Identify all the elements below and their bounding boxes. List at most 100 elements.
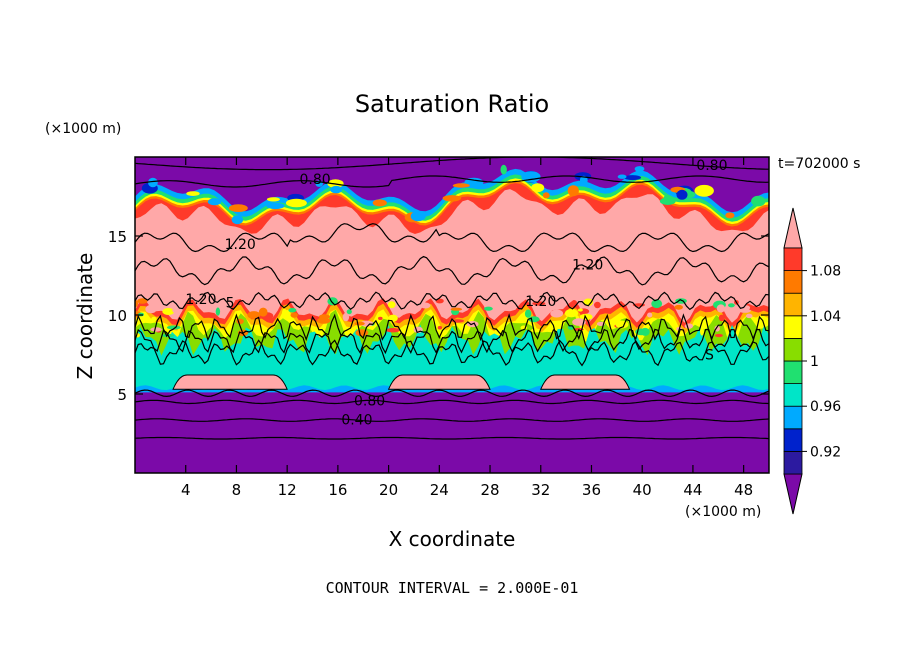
x-tick-label: 44 bbox=[683, 481, 702, 499]
x-tick-label: 4 bbox=[181, 481, 191, 499]
colorbar-arrow-top bbox=[783, 207, 803, 249]
colorbar-tick-label: 1.08 bbox=[810, 264, 841, 280]
pink-lens-3 bbox=[540, 374, 631, 390]
band-lower-purple bbox=[135, 392, 769, 473]
field-speck bbox=[647, 312, 653, 318]
x-axis-label: X coordinate bbox=[389, 527, 516, 551]
field-speck bbox=[282, 308, 287, 317]
x-tick-label: 32 bbox=[531, 481, 550, 499]
x-tick-label: 12 bbox=[278, 481, 297, 499]
colorbar-tick-label: 0.92 bbox=[810, 444, 841, 460]
field-speck bbox=[528, 316, 540, 323]
contour-label-text: 1.20 bbox=[572, 257, 603, 273]
field-speck bbox=[700, 327, 704, 336]
field-speck bbox=[318, 314, 331, 320]
x-tick-label: 24 bbox=[430, 481, 449, 499]
plot-area bbox=[135, 157, 769, 473]
field-speck bbox=[420, 302, 431, 309]
time-label: t=702000 s bbox=[778, 156, 860, 172]
field-speck bbox=[500, 164, 507, 175]
field-speck bbox=[398, 309, 407, 315]
field-speck bbox=[442, 195, 461, 202]
field-speck bbox=[751, 195, 766, 207]
colorbar-tick-label: 1 bbox=[810, 354, 819, 370]
colorbar-tick-label: 0.96 bbox=[810, 399, 841, 415]
x-tick-label: 20 bbox=[379, 481, 398, 499]
field-speck bbox=[330, 185, 343, 194]
field-speck bbox=[716, 304, 726, 313]
contour-120-lower bbox=[135, 291, 769, 311]
colorbar-arrow-bottom bbox=[783, 473, 803, 515]
field-speck bbox=[450, 307, 463, 311]
field-speck bbox=[624, 175, 641, 181]
field-speck bbox=[738, 308, 751, 313]
contour-label: S bbox=[705, 348, 714, 364]
field-speck bbox=[346, 309, 352, 315]
field-speck bbox=[410, 211, 426, 222]
field-speck bbox=[285, 198, 307, 208]
field-speck bbox=[228, 204, 248, 213]
field-speck bbox=[524, 309, 532, 318]
colorbar-segment bbox=[783, 337, 803, 362]
field-speck bbox=[718, 314, 725, 322]
field-speck bbox=[542, 192, 550, 199]
field-speck bbox=[572, 318, 586, 326]
field-speck bbox=[372, 199, 387, 207]
colorbar-segment bbox=[783, 405, 803, 430]
contour-low bbox=[135, 436, 769, 440]
contour-label-text: 0.80 bbox=[354, 393, 385, 409]
field-speck bbox=[258, 307, 268, 317]
field-speck bbox=[186, 191, 200, 197]
y-tick-label: 15 bbox=[108, 228, 127, 246]
field-speck bbox=[437, 325, 443, 330]
field-speck bbox=[564, 309, 579, 318]
field-speck bbox=[135, 299, 139, 308]
contour-squiggle bbox=[135, 313, 769, 342]
field-speck bbox=[360, 320, 374, 327]
contour-label-text: 1.20 bbox=[225, 237, 256, 253]
x-tick-label: 36 bbox=[582, 481, 601, 499]
contour-label-text: 1.20 bbox=[525, 294, 556, 310]
contour-label: 0.80 bbox=[696, 158, 727, 174]
field-speck bbox=[617, 174, 627, 179]
field-speck bbox=[166, 325, 181, 330]
contour-label: 1.20 bbox=[525, 294, 556, 310]
contour-label: 0.80 bbox=[300, 172, 331, 188]
contour-label-layer: 0.80 0.80 1.20 1.20 1.20 1.20 0.80 0.40 S 5 bbox=[185, 158, 727, 428]
field-speck bbox=[145, 304, 157, 314]
field-speck bbox=[674, 304, 683, 310]
contour-layer bbox=[135, 157, 769, 440]
field-speck bbox=[640, 327, 650, 336]
field-speck bbox=[594, 301, 601, 309]
contour-040 bbox=[135, 418, 769, 422]
contour-label: 0.40 bbox=[341, 412, 372, 428]
y-axis-label: Z coordinate bbox=[73, 253, 97, 380]
contour-label-text: 1.20 bbox=[185, 292, 216, 308]
colorbar-segment bbox=[783, 360, 803, 385]
field-speck bbox=[714, 333, 723, 338]
field-speck bbox=[452, 183, 470, 188]
x-axis-ticks: 4 8 12 16 20 24 28 32 36 40 44 48 bbox=[181, 157, 753, 499]
colorbar-tick-label: 1.04 bbox=[810, 309, 841, 325]
field-speck bbox=[342, 312, 350, 322]
field-speck bbox=[151, 316, 157, 322]
colorbar-segment bbox=[783, 383, 803, 407]
contour-080-lower bbox=[135, 399, 769, 405]
colorbar-segment bbox=[783, 270, 803, 294]
contour-label-text: 0.80 bbox=[300, 172, 331, 188]
field-speck bbox=[290, 312, 298, 318]
pink-lens-2 bbox=[387, 374, 491, 390]
field-speck bbox=[659, 197, 676, 205]
field-speck bbox=[725, 212, 735, 219]
y-tick-label: 5 bbox=[117, 386, 127, 404]
contour-label-text: 5 bbox=[226, 295, 235, 311]
colorbar-segment bbox=[783, 292, 803, 317]
field-speck bbox=[150, 327, 162, 332]
field-speck bbox=[317, 317, 331, 324]
contour-120-upper bbox=[135, 223, 769, 253]
x-tick-label: 48 bbox=[734, 481, 753, 499]
x-tick-label: 16 bbox=[328, 481, 347, 499]
field-speck bbox=[247, 311, 261, 320]
field-speck bbox=[676, 189, 688, 200]
